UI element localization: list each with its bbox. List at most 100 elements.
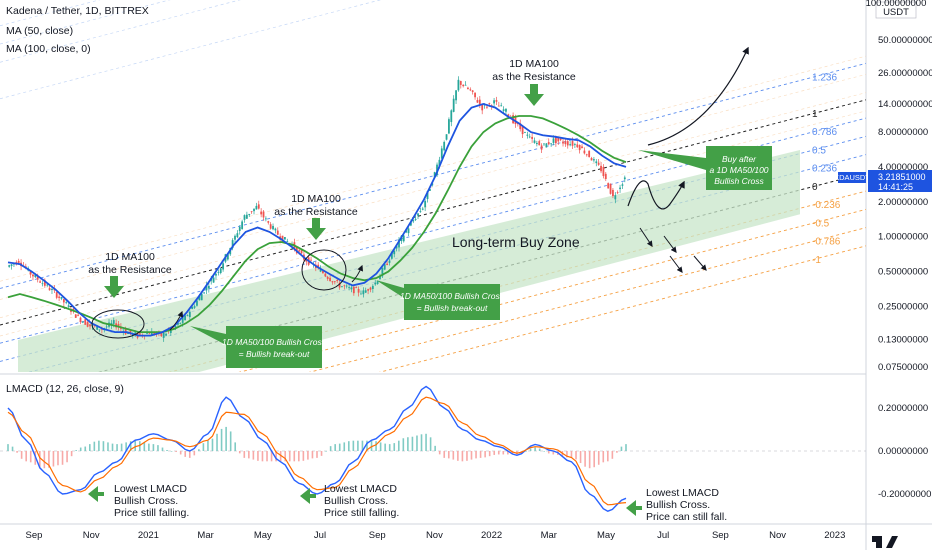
lmacd-hist-bar — [20, 451, 23, 459]
time-tick-label: Jul — [314, 530, 326, 541]
lmacd-hist-bar — [293, 451, 296, 462]
candle-body — [448, 119, 450, 134]
candle-body — [533, 140, 536, 143]
candle-body — [198, 296, 201, 301]
candle-body — [409, 222, 412, 226]
candle-body — [607, 183, 610, 189]
lmacd-hist-bar — [407, 437, 409, 451]
candle-body — [552, 138, 555, 143]
candle-body — [215, 273, 217, 276]
candle-body — [619, 187, 621, 190]
candle-body — [51, 288, 53, 290]
lmacd-hist-bar — [475, 451, 477, 459]
lmacd-hist-bar — [325, 451, 327, 452]
candle-body — [184, 315, 186, 321]
candle-body — [612, 189, 614, 197]
currency-badge[interactable] — [875, 1, 917, 19]
candle-body — [476, 100, 479, 103]
candle-body — [402, 235, 405, 242]
buy-zone-label: Long-term Buy Zone — [452, 234, 580, 250]
fib-label: 1.236 — [812, 72, 837, 83]
lmacd-hist-bar — [98, 440, 100, 451]
lmacd-hist-bar — [57, 451, 59, 466]
lmacd-hist-bar — [479, 451, 482, 458]
countdown-value: 14:41:25 — [878, 182, 913, 192]
lmacd-hist-bar — [275, 451, 277, 462]
candle-body — [464, 84, 467, 86]
lmacd-hist-bar — [529, 448, 532, 451]
buy-box — [638, 146, 772, 190]
time-tick-label: May — [254, 530, 272, 541]
price-axis[interactable]: 50.00000000 26.00000000 14.00000000 8.00000… — [878, 35, 932, 373]
lmacd-hist-bar — [416, 435, 418, 451]
time-tick-label: Nov — [769, 530, 786, 541]
lmacd-hist-bar — [120, 443, 123, 451]
candle-body — [414, 218, 417, 220]
candle-body — [196, 300, 198, 306]
candle-body — [245, 214, 248, 219]
candle-body — [77, 314, 80, 316]
candle-body — [557, 137, 560, 142]
time-axis[interactable]: Sep Nov 2021 Mar May Jul Sep Nov 2022 Mar May Jul Se… — [26, 530, 846, 541]
lmacd-hist-bar — [484, 451, 486, 458]
candle-body — [257, 204, 260, 209]
lmacd-axis[interactable]: 0.20000000 0.00000000 -0.20000000 — [878, 403, 931, 500]
candle-body — [253, 208, 255, 212]
lmacd-label-2: Lowest LMACD Bullish Cross. Price still fa… — [324, 483, 399, 519]
candle-body — [329, 277, 331, 282]
lmacd-hist-bar — [311, 451, 314, 459]
lmacd-hist-bar — [343, 442, 346, 451]
candle-body — [519, 123, 522, 130]
lmacd-hist-bar — [29, 451, 32, 463]
breakout-arrow-2 — [351, 264, 364, 283]
lmacd-hist-bar — [307, 451, 309, 460]
candle-body — [614, 195, 617, 200]
candle-body — [165, 333, 167, 336]
price-tick-label: 0.50000000 — [878, 267, 928, 278]
candle-body — [34, 275, 37, 278]
lmacd-hist-bar — [216, 433, 218, 451]
lmacd-hist-bar — [425, 433, 427, 451]
candle-body — [250, 211, 253, 213]
lmacd-hist-bar — [179, 451, 182, 455]
lmacd-hist-bar — [507, 451, 509, 455]
lmacd-hist-bar — [620, 446, 623, 451]
candle-body — [559, 138, 562, 141]
candle-body — [459, 81, 462, 85]
time-tick-label: 2022 — [481, 530, 502, 541]
projection-arrow-up — [647, 46, 749, 146]
candle-body — [500, 105, 503, 107]
candle-body — [226, 254, 229, 260]
ma100-legend: MA (100, close, 0) — [6, 43, 91, 55]
down-arrow-3 — [669, 255, 683, 273]
candle-body — [352, 286, 355, 294]
lmacd-hist-bar — [288, 451, 291, 462]
candle-body — [117, 323, 120, 328]
lmacd-hist-bar — [125, 442, 127, 451]
down-arrow-4 — [693, 255, 707, 271]
lmacd-hist-bar — [88, 444, 91, 451]
candle-body — [181, 317, 184, 323]
highlight-ellipse-2 — [301, 249, 347, 291]
fib-line — [0, 99, 866, 326]
candle-body — [495, 100, 498, 102]
candle-body — [540, 145, 543, 150]
lmacd-hist-bar — [11, 446, 14, 451]
lmacd-hist-bar — [443, 451, 446, 458]
lmacd-hist-bar — [384, 443, 386, 451]
lmacd-hist-bar — [188, 451, 191, 458]
candle-body — [350, 287, 353, 290]
symbol-tag — [838, 172, 866, 183]
candle-body — [298, 250, 301, 252]
candle-body — [505, 108, 507, 112]
lmacd-hist-bar — [48, 451, 50, 468]
lmacd-histogram — [7, 426, 627, 469]
lmacd-hist-bar — [493, 451, 496, 455]
candle-body — [336, 279, 339, 281]
fib-labels: 1.236 1 0.786 0.5 0.236 0 -0.236 -0.5 -0.786 -1 — [812, 72, 841, 266]
lmacd-annotations: Lowest LMACD Bullish Cross. Price still fa… — [88, 483, 727, 523]
candle-body — [186, 315, 189, 317]
candle-body — [528, 136, 531, 138]
lmacd-hist-bar — [429, 437, 432, 451]
